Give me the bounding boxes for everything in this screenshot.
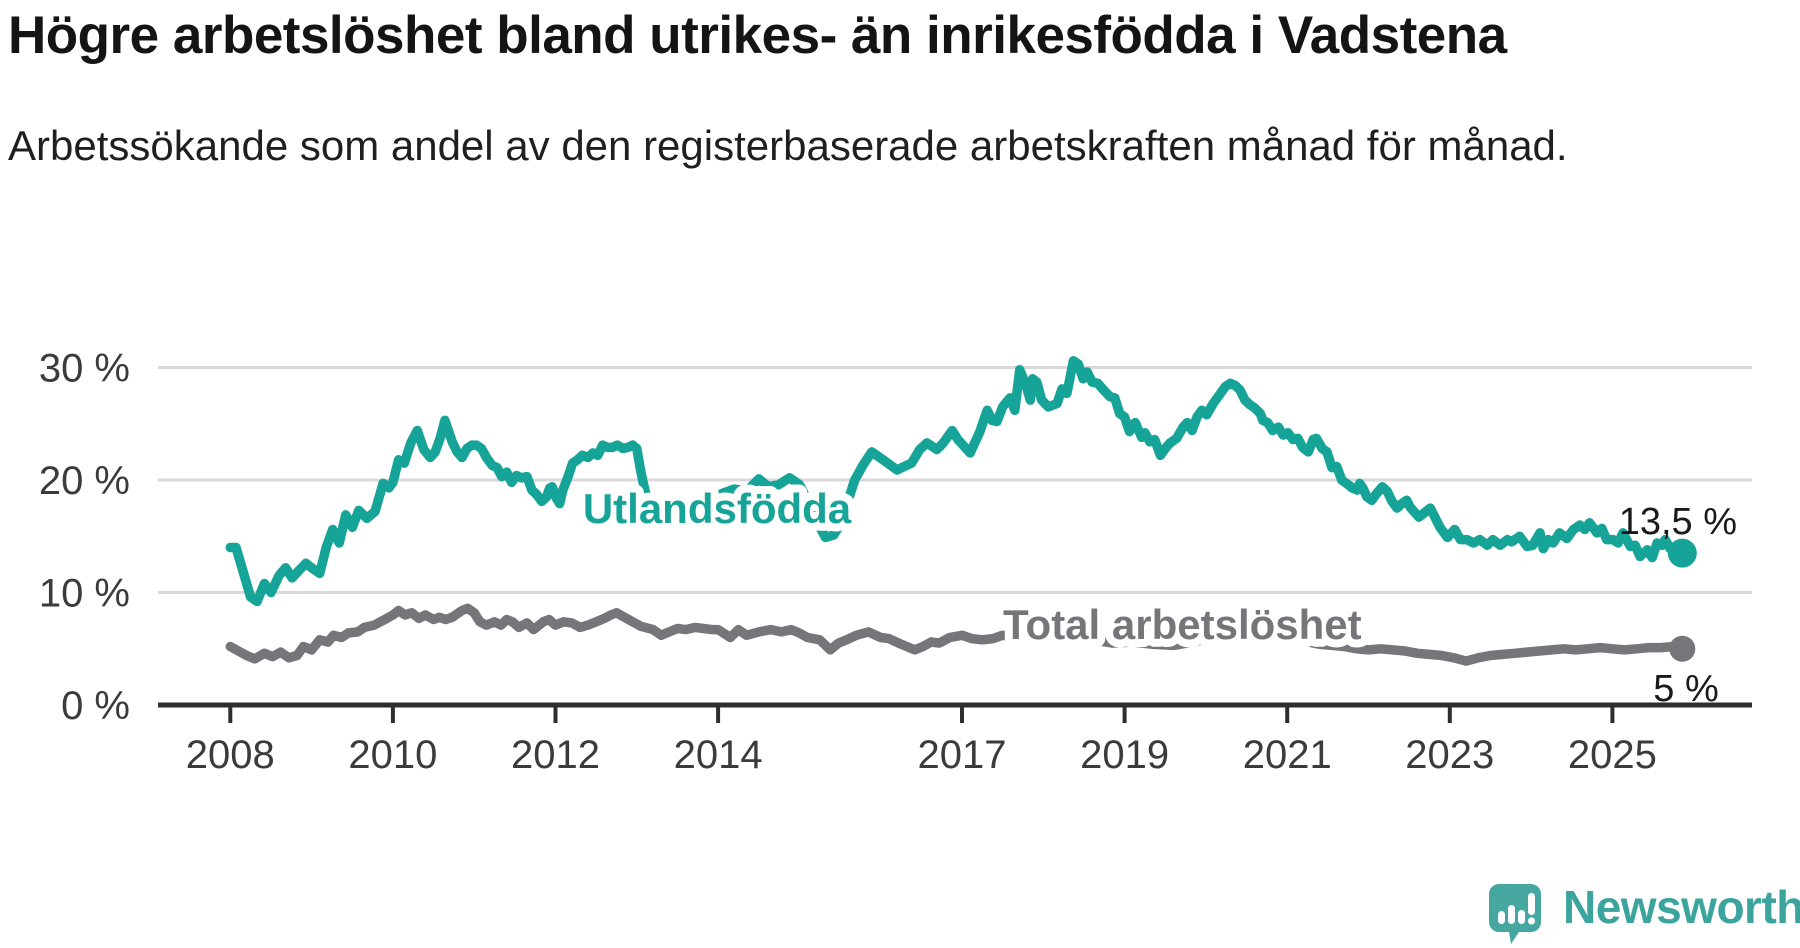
x-tick-label-2010: 2010 <box>348 733 437 777</box>
chart-subtitle: Arbetssökande som andel av den registerb… <box>8 122 1568 169</box>
y-tick-label-0: 0 % <box>61 684 130 728</box>
x-tick-label-2012: 2012 <box>511 733 600 777</box>
chart-title: Högre arbetslöshet bland utrikes- än inr… <box>8 6 1507 65</box>
newsworthy-wordmark: Newsworthy <box>1563 881 1800 933</box>
y-tick-label-10: 10 % <box>39 572 130 616</box>
x-tick-label-2021: 2021 <box>1243 733 1332 777</box>
x-tick-label-2023: 2023 <box>1405 733 1494 777</box>
end-value-label-utlandsfodda: 13,5 % <box>1619 501 1737 543</box>
x-tick-label-2017: 2017 <box>918 733 1007 777</box>
y-tick-label-20: 20 % <box>39 459 130 503</box>
series-label-utlandsfodda: Utlandsfödda <box>583 485 852 532</box>
newsworthy-logo: Newsworthy <box>1489 884 1800 944</box>
x-tick-label-2019: 2019 <box>1080 733 1169 777</box>
endpoint-dot-total-arbetsloshet <box>1669 635 1696 662</box>
series-label-total-arbetsloshet: Total arbetslöshet <box>1003 601 1362 648</box>
series-line-utlandsfodda <box>225 356 1688 607</box>
endpoint-dot-utlandsfodda <box>1667 538 1697 568</box>
x-tick-label-2025: 2025 <box>1568 733 1657 777</box>
y-tick-label-30: 30 % <box>39 347 130 391</box>
end-value-label-total-arbetsloshet: 5 % <box>1653 668 1718 710</box>
newsworthy-bar-chart-speech-bubble-icon <box>1489 884 1541 944</box>
series-line-total-arbetsloshet <box>225 603 1688 666</box>
x-tick-label-2008: 2008 <box>186 733 275 777</box>
x-tick-label-2014: 2014 <box>674 733 763 777</box>
